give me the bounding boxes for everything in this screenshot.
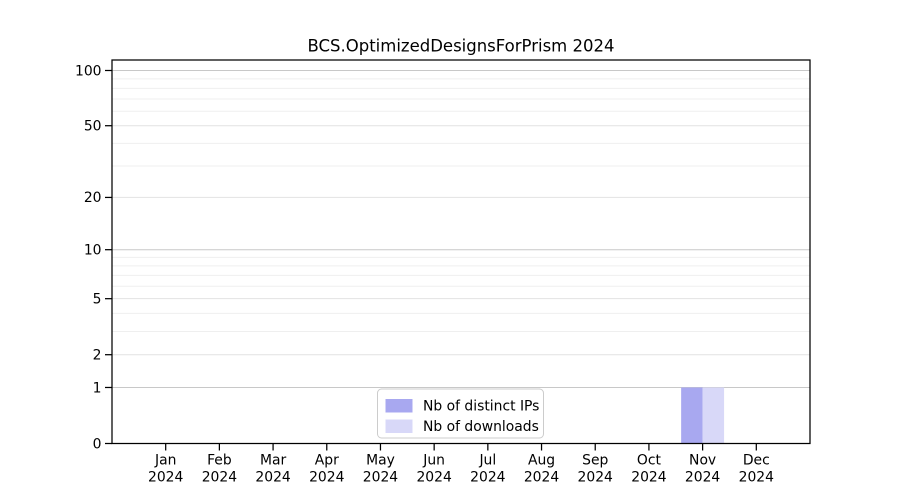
x-tick-label-nov-2024: Nov 2024 <box>685 453 721 486</box>
gridlines <box>112 69 810 388</box>
y-tick-label-1: 1 <box>93 380 102 396</box>
y-tick-label-10: 10 <box>84 242 102 258</box>
legend-swatch-nb-of-downloads <box>385 419 413 433</box>
bar-nb-of-downloads-nov-2024 <box>702 387 725 444</box>
x-tick-label-jul-2024: Jul 2024 <box>470 453 506 486</box>
x-tick-label-dec-2024: Dec 2024 <box>739 453 775 486</box>
legend-swatch-nb-of-distinct-ips <box>385 399 413 413</box>
x-tick-label-oct-2024: Oct 2024 <box>631 453 667 486</box>
x-tick-label-jun-2024: Jun 2024 <box>416 453 452 486</box>
y-tick-label-2: 2 <box>93 348 102 364</box>
x-tick-label-feb-2024: Feb 2024 <box>202 453 238 486</box>
legend-label-nb-of-downloads: Nb of downloads <box>423 419 539 435</box>
plot-border <box>111 59 811 445</box>
x-tick-label-jan-2024: Jan 2024 <box>148 453 184 486</box>
bar-nb-of-distinct-ips-nov-2024 <box>681 387 703 444</box>
axes: 0 1 2 5 10 20 50 100 Jan 2024 Feb 2024 Mar 2024 Apr 202… <box>75 59 811 486</box>
x-tick-label-aug-2024: Aug 2024 <box>524 453 560 486</box>
y-tick-label-0: 0 <box>93 436 102 452</box>
x-tick-label-mar-2024: Mar 2024 <box>255 453 291 486</box>
x-tick-label-apr-2024: Apr 2024 <box>309 453 345 486</box>
bars <box>681 387 725 444</box>
y-tick-label-50: 50 <box>84 119 102 135</box>
legend-box <box>377 388 544 439</box>
legend: Nb of distinct IPs Nb of downloads <box>377 388 544 439</box>
chart-title: BCS.OptimizedDesignsForPrism 2024 <box>307 37 614 56</box>
y-tick-label-20: 20 <box>84 190 102 206</box>
x-tick-label-may-2024: May 2024 <box>363 453 399 486</box>
y-tick-label-100: 100 <box>75 63 102 79</box>
x-tick-label-sep-2024: Sep 2024 <box>578 453 614 486</box>
y-tick-label-5: 5 <box>93 291 102 307</box>
legend-label-nb-of-distinct-ips: Nb of distinct IPs <box>423 399 539 415</box>
